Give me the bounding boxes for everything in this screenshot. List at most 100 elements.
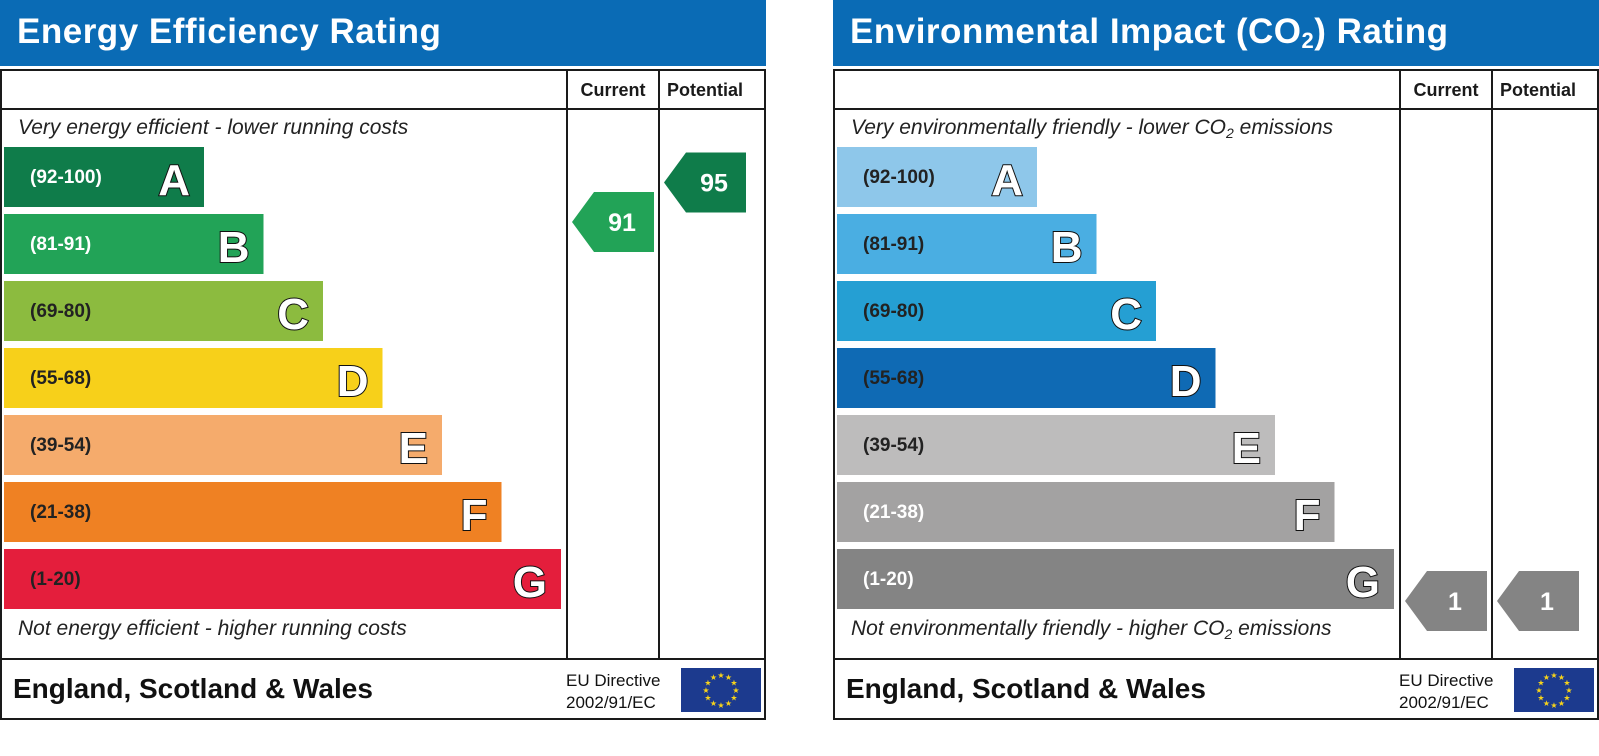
svg-text:★: ★ (710, 673, 717, 682)
band-range-label: (1-20) (30, 569, 81, 590)
band-letter: D (1170, 357, 1202, 406)
rating-bands: (92-100) A (81-91) B (69-80) C (55-68) D (39-54)… (837, 147, 1394, 609)
svg-text:★: ★ (1550, 671, 1557, 680)
band-letter: B (218, 223, 250, 272)
potential-rating-value: 95 (700, 170, 728, 198)
band-range-label: (1-20) (863, 569, 914, 590)
band-g (837, 549, 1394, 609)
svg-text:★: ★ (704, 679, 711, 688)
region-label: England, Scotland & Wales (13, 673, 373, 704)
band-f (837, 482, 1335, 542)
svg-text:★: ★ (1535, 686, 1542, 695)
chart-title: Environmental Impact (CO2) Rating (850, 12, 1449, 53)
band-f (4, 482, 502, 542)
band-letter: D (337, 357, 369, 406)
svg-text:★: ★ (1543, 673, 1550, 682)
band-range-label: (21-38) (863, 502, 924, 523)
band-range-label: (92-100) (30, 167, 102, 188)
band-range-label: (55-68) (863, 368, 924, 389)
band-letter: E (399, 424, 428, 473)
current-rating-arrow (1405, 571, 1487, 631)
svg-text:★: ★ (1565, 686, 1572, 695)
band-a (837, 147, 1037, 207)
bottom-note: Not energy efficient - higher running co… (18, 617, 407, 640)
band-range-label: (39-54) (863, 435, 924, 456)
band-b (837, 214, 1097, 274)
chart-body: Current Potential Very energy efficient … (0, 69, 766, 720)
potential-column-header: Potential (1499, 80, 1576, 100)
current-rating-value: 1 (1448, 588, 1462, 616)
band-e (4, 415, 442, 475)
band-letter: E (1232, 424, 1261, 473)
band-range-label: (69-80) (30, 301, 91, 322)
band-e (837, 415, 1275, 475)
svg-text:★: ★ (1563, 694, 1570, 703)
band-range-label: (39-54) (30, 435, 91, 456)
svg-text:★: ★ (717, 671, 724, 680)
band-range-label: (81-91) (30, 234, 91, 255)
band-letter: F (1294, 491, 1321, 540)
chart-header: Environmental Impact (CO2) Rating (833, 0, 1599, 66)
eu-flag-icon: ★★★★★★★★★ ★ ★★ (1514, 668, 1594, 712)
svg-text:★: ★ (717, 701, 724, 710)
band-c (837, 281, 1156, 341)
eu-flag-icon: ★★★★★★★★★ ★ ★★ (681, 668, 761, 712)
svg-text:★: ★ (730, 694, 737, 703)
rating-markers: 91 95 (572, 152, 746, 252)
potential-rating-arrow (1497, 571, 1579, 631)
svg-text:★: ★ (710, 699, 717, 708)
band-letter: F (461, 491, 488, 540)
svg-text:★: ★ (725, 699, 732, 708)
band-d (4, 348, 383, 408)
svg-text:★: ★ (1543, 699, 1550, 708)
energy-efficiency-chart: Energy Efficiency Rating Current Potenti… (0, 0, 766, 720)
band-a (4, 147, 204, 207)
current-rating-value: 91 (608, 209, 636, 237)
band-d (837, 348, 1216, 408)
band-letter: A (158, 156, 190, 205)
potential-rating-arrow (664, 152, 746, 213)
svg-text:★: ★ (702, 686, 709, 695)
band-range-label: (69-80) (863, 301, 924, 322)
svg-text:★: ★ (1537, 694, 1544, 703)
svg-text:★: ★ (730, 679, 737, 688)
band-range-label: (21-38) (30, 502, 91, 523)
band-b (4, 214, 264, 274)
band-letter: C (277, 290, 309, 339)
svg-text:★: ★ (1558, 699, 1565, 708)
eu-directive-label: EU Directive 2002/91/EC (1399, 671, 1494, 712)
band-g (4, 549, 561, 609)
rating-bands: (92-100) A (81-91) B (69-80) C (55-68) D (39-54)… (4, 147, 561, 609)
svg-text:★: ★ (1537, 679, 1544, 688)
current-rating-arrow (572, 192, 654, 252)
band-letter: G (513, 558, 547, 607)
svg-text:★: ★ (725, 673, 732, 682)
current-column-header: Current (1413, 80, 1479, 100)
top-note: Very environmentally friendly - lower CO… (851, 116, 1334, 141)
svg-text:★: ★ (1550, 701, 1557, 710)
current-column-header: Current (580, 80, 646, 100)
chart-header: Energy Efficiency Rating (0, 0, 766, 66)
potential-column-header: Potential (666, 80, 743, 100)
band-letter: A (991, 156, 1023, 205)
chart-title: Energy Efficiency Rating (17, 12, 442, 51)
eu-directive-label: EU Directive 2002/91/EC (566, 671, 661, 712)
band-c (4, 281, 323, 341)
band-letter: B (1051, 223, 1083, 272)
band-letter: G (1346, 558, 1380, 607)
svg-text:★: ★ (1558, 673, 1565, 682)
svg-text:★: ★ (704, 694, 711, 703)
svg-text:★: ★ (732, 686, 739, 695)
chart-body: Current Potential Very environmentally f… (833, 69, 1599, 720)
band-range-label: (55-68) (30, 368, 91, 389)
top-note: Very energy efficient - lower running co… (18, 116, 409, 139)
svg-text:★: ★ (1563, 679, 1570, 688)
bottom-note: Not environmentally friendly - higher CO… (851, 617, 1332, 642)
band-letter: C (1110, 290, 1142, 339)
potential-rating-value: 1 (1540, 588, 1554, 616)
band-range-label: (92-100) (863, 167, 935, 188)
band-range-label: (81-91) (863, 234, 924, 255)
region-label: England, Scotland & Wales (846, 673, 1206, 704)
environmental-impact-chart: Environmental Impact (CO2) Rating Curren… (833, 0, 1599, 720)
